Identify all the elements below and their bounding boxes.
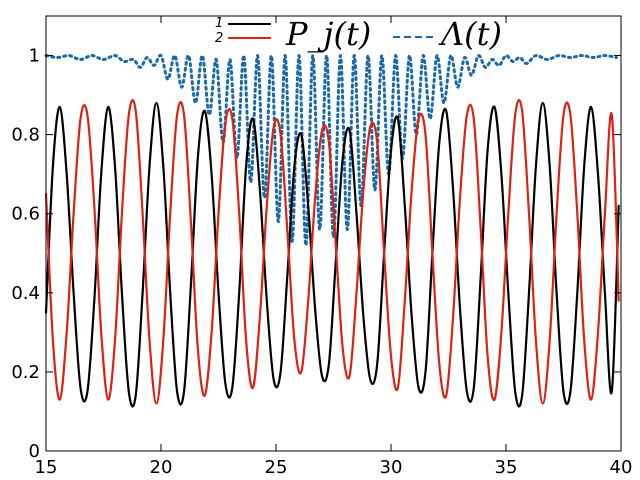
legend-label-1: 1 <box>215 16 223 31</box>
x-tick-label: 20 <box>150 457 173 478</box>
x-tick-label: 40 <box>610 457 633 478</box>
ticks-layer: 15 20 25 30 35 40 0 0.2 0.4 0.6 0.8 1 <box>11 16 632 478</box>
x-tick-label: 30 <box>380 457 403 478</box>
y-tick-label: 1 <box>29 46 40 67</box>
x-tick-label: 15 <box>35 457 58 478</box>
y-tick-label: 0 <box>29 441 40 462</box>
series-line-lambda <box>44 53 618 247</box>
y-tick-label: 0.2 <box>11 362 40 383</box>
plot-frame <box>45 15 622 452</box>
series-layer <box>44 53 620 408</box>
legend-lambda-label: Λ(t) <box>438 15 502 53</box>
x-tick-label: 35 <box>495 457 518 478</box>
legend-pj-label: P_j(t) <box>285 15 371 53</box>
legend-label-2: 2 <box>215 31 223 46</box>
y-tick-label: 0.6 <box>11 204 40 225</box>
legend: 1 2 P_j(t) Λ(t) <box>215 15 502 53</box>
series-line-1 <box>44 101 620 408</box>
y-tick-label: 0.4 <box>11 283 40 304</box>
series-line-2 <box>44 99 620 405</box>
x-tick-label: 25 <box>265 457 288 478</box>
y-tick-label: 0.8 <box>11 125 40 146</box>
